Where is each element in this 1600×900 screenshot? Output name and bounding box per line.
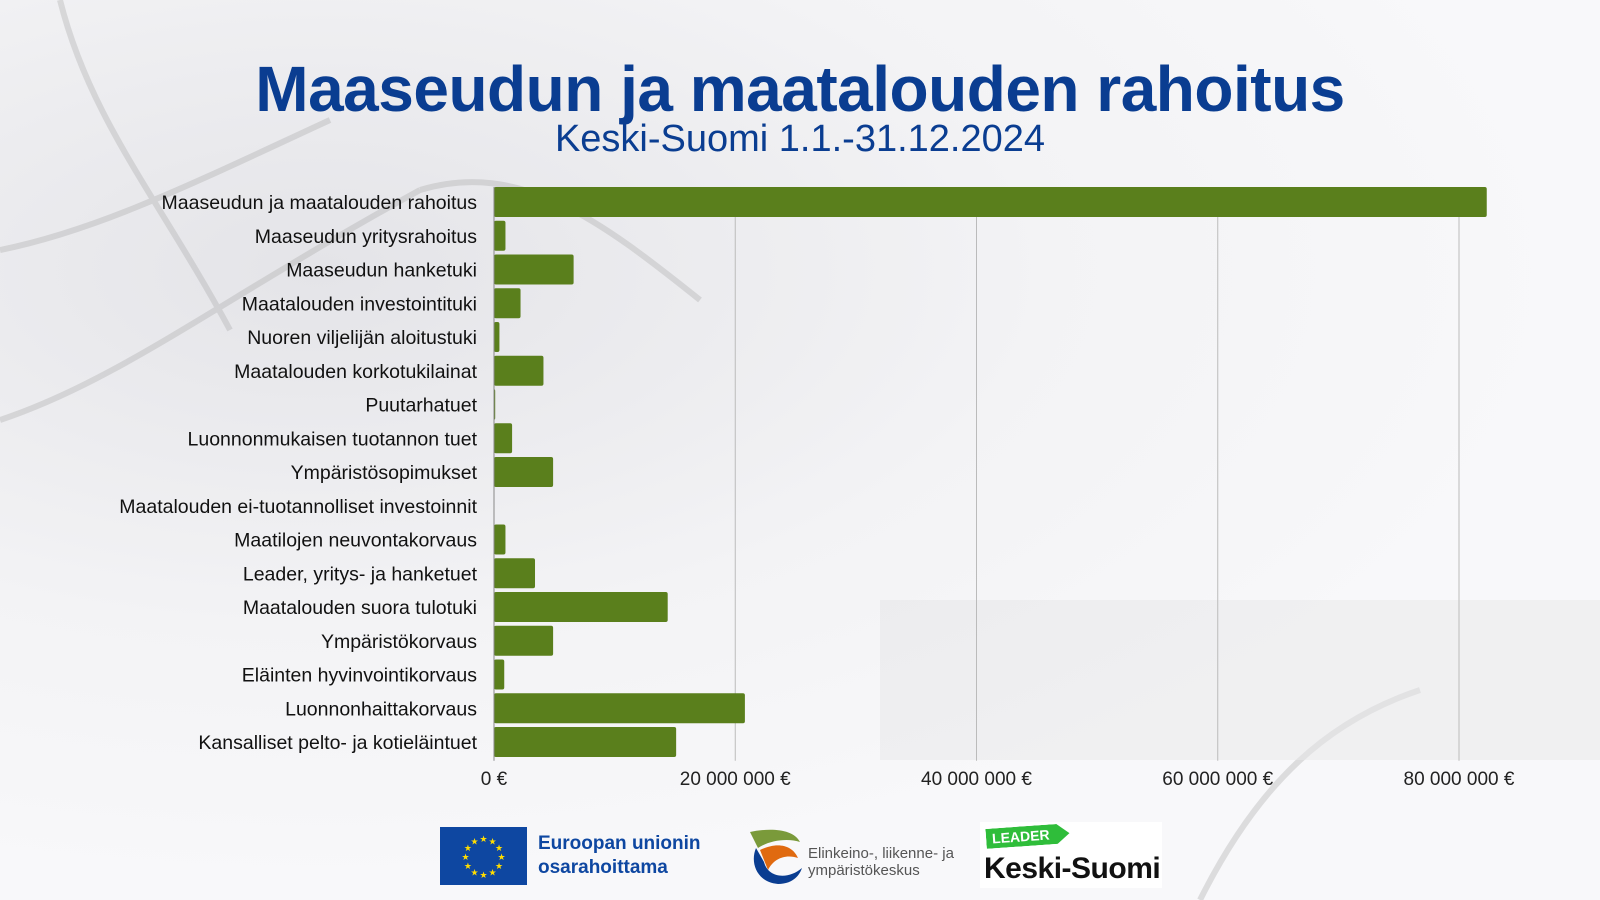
category-label: Maatalouden investointituki [242,293,477,315]
category-label: Eläinten hyvinvointikorvaus [242,665,477,687]
bar [494,558,536,589]
page-title: Maaseudun ja maatalouden rahoitus [255,53,1345,125]
star-icon: ★ [470,868,478,878]
eu-funding-text: Euroopan unionin osarahoittama [538,832,701,880]
x-tick-label: 20 000 000 € [680,769,791,790]
star-icon: ★ [495,843,503,853]
bar [494,659,505,690]
star-icon: ★ [497,852,505,862]
bar [494,355,544,386]
ely-text: Elinkeino-, liikenne- ja ympäristökeskus [808,845,954,879]
bar [494,288,521,319]
bar [494,220,506,251]
eu-line-1: Euroopan unionin [538,833,701,854]
category-label: Puutarhatuet [365,395,477,417]
category-label: Luonnonhaittakorvaus [285,698,477,720]
bar [494,457,554,487]
leader-tag: LEADER [985,823,1070,849]
eu-flag-logo: ★ ★ ★ ★ ★ ★ ★ ★ ★ ★ ★ ★ [440,827,527,885]
category-label: Leader, yritys- ja hanketuet [243,563,478,585]
bar [494,693,745,724]
star-icon: ★ [464,861,472,871]
star-icon: ★ [461,852,469,862]
category-label: Kansalliset pelto- ja kotieläintuet [198,732,477,754]
category-label: Maatalouden ei-tuotannolliset investoinn… [119,496,477,518]
page-subtitle: Keski-Suomi 1.1.-31.12.2024 [554,118,1046,160]
eu-stars-icon: ★★★★★★★★★ ★ ★★ [461,834,505,880]
star-icon: ★ [488,868,496,878]
category-label: Ympäristökorvaus [321,631,477,653]
x-tick-label: 40 000 000 € [921,769,1032,790]
bar [494,524,506,555]
category-label: Maatalouden suora tulotuki [243,597,477,619]
category-label: Maaseudun yritysrahoitus [255,226,477,248]
bar [494,254,574,285]
category-label: Maatilojen neuvontakorvaus [234,530,477,552]
x-tick-label: 0 € [481,769,508,790]
leader-region-name: Keski-Suomi [984,852,1161,885]
ely-line-2: ympäristökeskus [808,862,920,879]
star-icon: ★ [470,836,478,846]
x-tick-label: 80 000 000 € [1404,769,1515,790]
category-label: Maatalouden korkotukilainat [234,361,477,383]
bar [494,423,513,454]
ely-line-1: Elinkeino-, liikenne- ja [808,845,954,862]
star-icon: ★ [479,834,487,844]
star-icon: ★ [488,836,496,846]
category-label: Nuoren viljelijän aloitustuki [247,327,477,349]
star-icon: ★ [464,843,472,853]
leader-logo: LEADER Keski-Suomi [980,822,1162,888]
ely-logo-icon [750,829,802,884]
bar [494,187,1487,217]
category-label: Maaseudun ja maatalouden rahoitus [162,192,478,214]
x-tick-label: 60 000 000 € [1162,769,1273,790]
category-label: Ympäristösopimukset [291,462,478,484]
eu-line-2: osarahoittama [538,857,668,878]
bar [494,322,500,352]
category-label: Maaseudun hanketuki [286,260,477,282]
category-label: Luonnonmukaisen tuotannon tuet [188,428,478,450]
star-icon: ★ [479,870,487,880]
bar [494,625,554,656]
bar [494,727,677,757]
star-icon: ★ [495,861,503,871]
bar [494,592,668,622]
